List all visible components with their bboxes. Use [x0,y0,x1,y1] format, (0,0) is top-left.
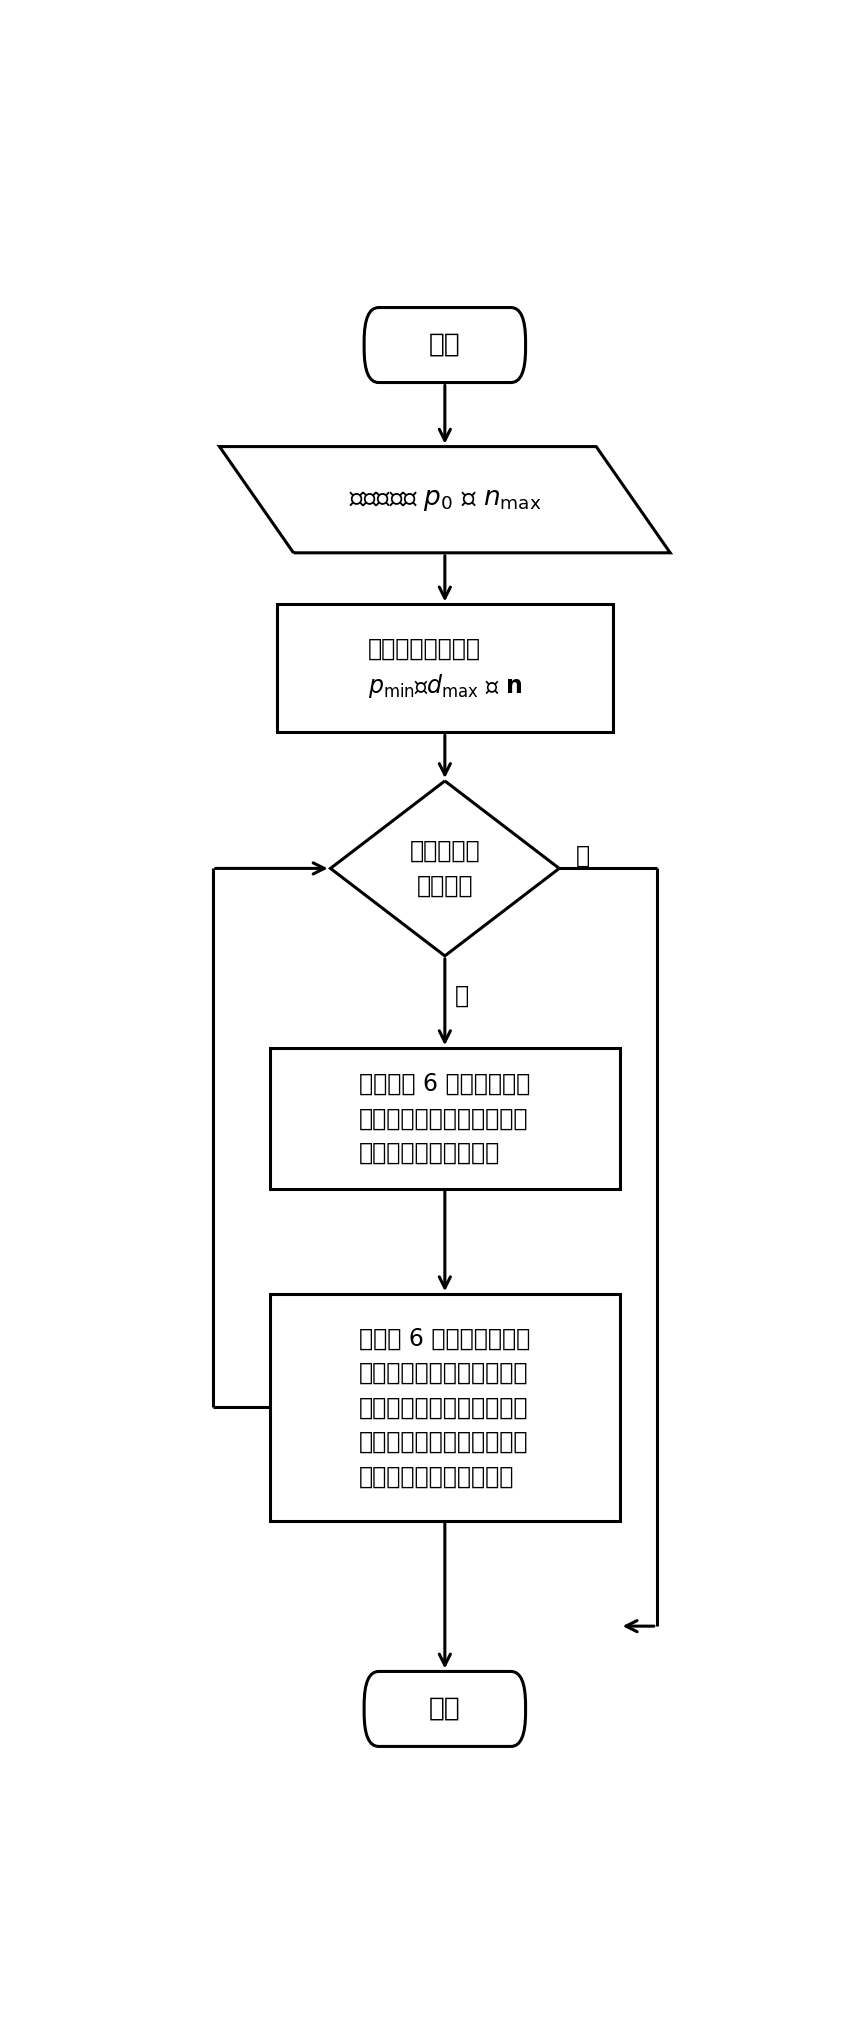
Bar [277,605,613,732]
Text: 是: 是 [576,844,590,868]
Polygon shape [220,446,670,552]
Text: 由公式 6 计算下一级相邻
节点瓶颈值，同上面步骤所
选节点瓶颈值比较，取其较
小值，选择所有相邻节点最
大瓶颈值节点作为下一跳: 由公式 6 计算下一级相邻 节点瓶颈值，同上面步骤所 选节点瓶颈值比较，取其较 … [359,1327,530,1489]
FancyBboxPatch shape [365,1672,526,1747]
Text: 输入自定义 $p_0$ 和 $n_{\mathrm{max}}$: 输入自定义 $p_0$ 和 $n_{\mathrm{max}}$ [349,487,541,513]
Text: 由上面公式计算出
$p_{\mathrm{min}}$、$d_{\mathrm{max}}$ 和 $\mathbf{n}$: 由上面公式计算出 $p_{\mathrm{min}}$、$d_{\mathrm{… [368,637,522,700]
Text: 开始: 开始 [429,333,461,357]
Text: 否: 否 [455,984,469,1008]
Text: 结束: 结束 [429,1696,461,1723]
FancyBboxPatch shape [365,308,526,383]
Text: 是否到达目
的节点？: 是否到达目 的节点？ [410,838,480,899]
Text: 根据公式 6 计算出每个相
邻节点的瓶颈值，选出最大
瓶颈值节点作为下一跳: 根据公式 6 计算出每个相 邻节点的瓶颈值，选出最大 瓶颈值节点作为下一跳 [359,1071,530,1165]
Bar [270,1295,620,1520]
Polygon shape [331,781,559,956]
Bar [270,1049,620,1189]
